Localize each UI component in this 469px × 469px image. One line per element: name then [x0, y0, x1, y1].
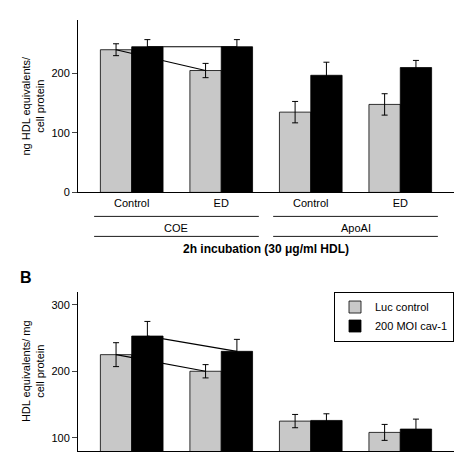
svg-text:B: B	[20, 269, 32, 286]
svg-text:ApoAI: ApoAI	[341, 222, 371, 234]
svg-text:ED: ED	[393, 197, 408, 209]
svg-text:COE: COE	[164, 222, 188, 234]
svg-text:Control: Control	[114, 197, 149, 209]
svg-text:Luc control: Luc control	[375, 301, 429, 313]
svg-text:ng HDL equivalents/cell protei: ng HDL equivalents/cell protein	[20, 56, 46, 156]
svg-text:100: 100	[51, 127, 69, 139]
svg-text:200 MOI cav-1: 200 MOI cav-1	[375, 320, 447, 332]
svg-text:2h incubation (30 μg/ml HDL): 2h incubation (30 μg/ml HDL)	[183, 242, 349, 256]
svg-text:100: 100	[51, 432, 69, 444]
svg-text:Control: Control	[293, 197, 328, 209]
svg-text:HDL equivalents/ mgcell protei: HDL equivalents/ mgcell protein	[20, 320, 46, 422]
svg-text:200: 200	[51, 67, 69, 79]
svg-text:ED: ED	[214, 197, 229, 209]
svg-text:300: 300	[51, 299, 69, 311]
svg-text:0: 0	[64, 186, 70, 198]
svg-text:200: 200	[51, 365, 69, 377]
